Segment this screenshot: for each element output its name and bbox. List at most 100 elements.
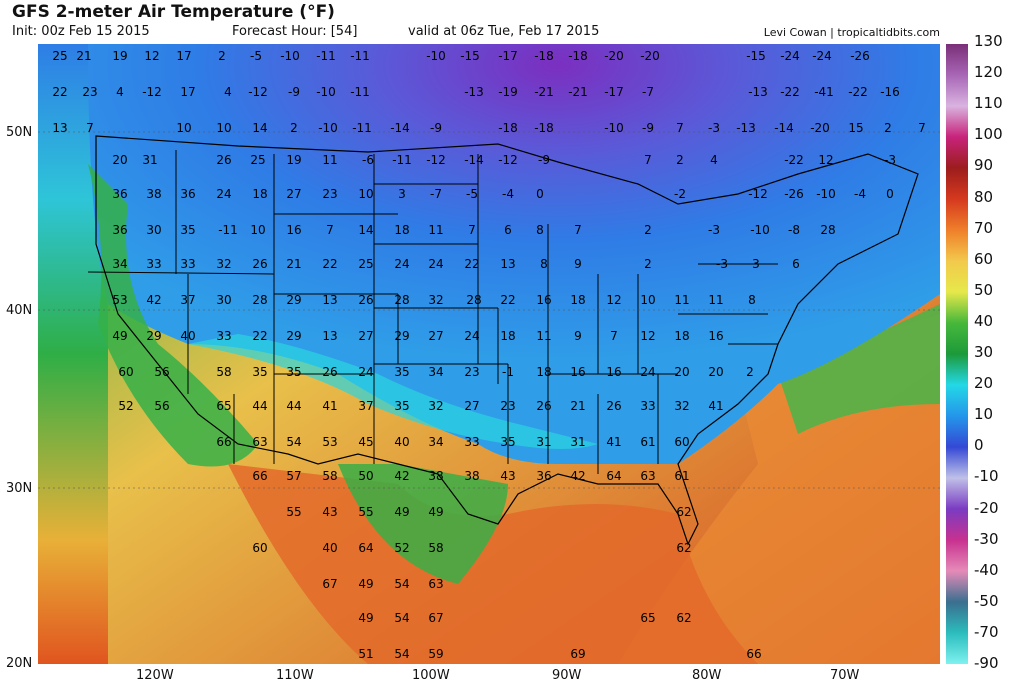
temperature-value: -41 xyxy=(814,85,834,99)
temperature-value: 33 xyxy=(640,399,655,413)
temperature-value: 4 xyxy=(116,85,124,99)
temperature-value: 43 xyxy=(500,469,515,483)
temperature-value: 2 xyxy=(644,223,652,237)
colorbar-tick: 20 xyxy=(974,374,994,393)
temperature-value: 7 xyxy=(644,153,652,167)
state-borders xyxy=(87,150,778,474)
temperature-value: 66 xyxy=(252,469,267,483)
lat-lon-grid xyxy=(38,131,940,489)
temperature-value: 45 xyxy=(358,435,373,449)
temperature-value: 18 xyxy=(394,223,409,237)
temperature-value: 51 xyxy=(358,647,373,661)
temperature-value: 6 xyxy=(504,223,512,237)
lon-label-100w: 100W xyxy=(412,668,450,683)
temperature-value: 7 xyxy=(86,121,94,135)
temperature-value: 32 xyxy=(674,399,689,413)
temperature-value: 26 xyxy=(606,399,621,413)
temperature-value: 56 xyxy=(154,399,169,413)
temperature-value: 16 xyxy=(286,223,301,237)
lon-label-80w: 80W xyxy=(692,668,722,683)
temperature-value: 15 xyxy=(848,121,863,135)
temperature-value: 33 xyxy=(216,329,231,343)
temperature-value: -9 xyxy=(288,85,300,99)
temperature-value: 60 xyxy=(674,435,689,449)
temperature-value: 7 xyxy=(468,223,476,237)
colorbar-tick: 70 xyxy=(974,218,994,237)
temperature-value: -10 xyxy=(316,85,336,99)
temperature-value: 66 xyxy=(746,647,761,661)
temperature-value: 6 xyxy=(792,257,800,271)
colorbar-tick: 40 xyxy=(974,311,994,330)
temperature-value: -10 xyxy=(750,223,770,237)
temperature-value: -9 xyxy=(642,121,654,135)
temperature-value: -14 xyxy=(464,153,484,167)
temperature-value: -1 xyxy=(502,365,514,379)
temperature-value: 35 xyxy=(180,223,195,237)
temperature-value: -22 xyxy=(784,153,804,167)
temperature-value: 66 xyxy=(216,435,231,449)
temperature-value: 31 xyxy=(570,435,585,449)
temperature-value: 56 xyxy=(154,365,169,379)
colorbar-tick: 110 xyxy=(974,94,1003,113)
temperature-value: 49 xyxy=(112,329,127,343)
temperature-value: 49 xyxy=(358,611,373,625)
temperature-value: 7 xyxy=(326,223,334,237)
lat-label-20n: 20N xyxy=(6,656,33,671)
temperature-value: 7 xyxy=(574,223,582,237)
temperature-value: 29 xyxy=(286,293,301,307)
temperature-value: -3 xyxy=(708,121,720,135)
temperature-value: 41 xyxy=(322,399,337,413)
temperature-value: 49 xyxy=(428,505,443,519)
temperature-value: 10 xyxy=(358,187,373,201)
temperature-value: 2 xyxy=(290,121,298,135)
lon-label-90w: 90W xyxy=(552,668,582,683)
temperature-value: 12 xyxy=(640,329,655,343)
temperature-value: 19 xyxy=(286,153,301,167)
colorbar-tick: -50 xyxy=(974,591,999,610)
temperature-value: -4 xyxy=(854,187,866,201)
temperature-value: 57 xyxy=(286,469,301,483)
temperature-value: -7 xyxy=(642,85,654,99)
temperature-value: 11 xyxy=(536,329,551,343)
temperature-value: -10 xyxy=(426,49,446,63)
temperature-value: -9 xyxy=(430,121,442,135)
temperature-value: 30 xyxy=(146,223,161,237)
temperature-value: 20 xyxy=(674,365,689,379)
temperature-value: 12 xyxy=(606,293,621,307)
lat-label-30n: 30N xyxy=(6,481,33,496)
temperature-value: -4 xyxy=(502,187,514,201)
temperature-value: -13 xyxy=(464,85,484,99)
temperature-value: -11 xyxy=(392,153,412,167)
temperature-value: 67 xyxy=(428,611,443,625)
temperature-value: -18 xyxy=(498,121,518,135)
temperature-value: 55 xyxy=(286,505,301,519)
temperature-value: 67 xyxy=(322,577,337,591)
temperature-value: -22 xyxy=(848,85,868,99)
temperature-value: 21 xyxy=(570,399,585,413)
temperature-value: 33 xyxy=(180,257,195,271)
temperature-value: 24 xyxy=(394,257,409,271)
colorbar-tick: 30 xyxy=(974,343,994,361)
temperature-value: 8 xyxy=(540,257,548,271)
temperature-value: 35 xyxy=(286,365,301,379)
temperature-value: 11 xyxy=(428,223,443,237)
init-time: Init: 00z Feb 15 2015 xyxy=(12,24,150,39)
temperature-value: -11 xyxy=(350,85,370,99)
temperature-value: 26 xyxy=(358,293,373,307)
temperature-value: 14 xyxy=(358,223,373,237)
temperature-value: -18 xyxy=(534,49,554,63)
temperature-value: 53 xyxy=(112,293,127,307)
colorbar-tick: 50 xyxy=(974,280,994,299)
temperature-value: 40 xyxy=(322,541,337,555)
temperature-value: 42 xyxy=(146,293,161,307)
temperature-value: -7 xyxy=(430,187,442,201)
temperature-value: 13 xyxy=(500,257,515,271)
temperature-value: 24 xyxy=(640,365,655,379)
temperature-value: 24 xyxy=(216,187,231,201)
temperature-value: 18 xyxy=(536,365,551,379)
temperature-value: -17 xyxy=(604,85,624,99)
colorbar-tick: -40 xyxy=(974,560,999,579)
temperature-value: 7 xyxy=(610,329,618,343)
temperature-value: -3 xyxy=(708,223,720,237)
temperature-value: 27 xyxy=(286,187,301,201)
